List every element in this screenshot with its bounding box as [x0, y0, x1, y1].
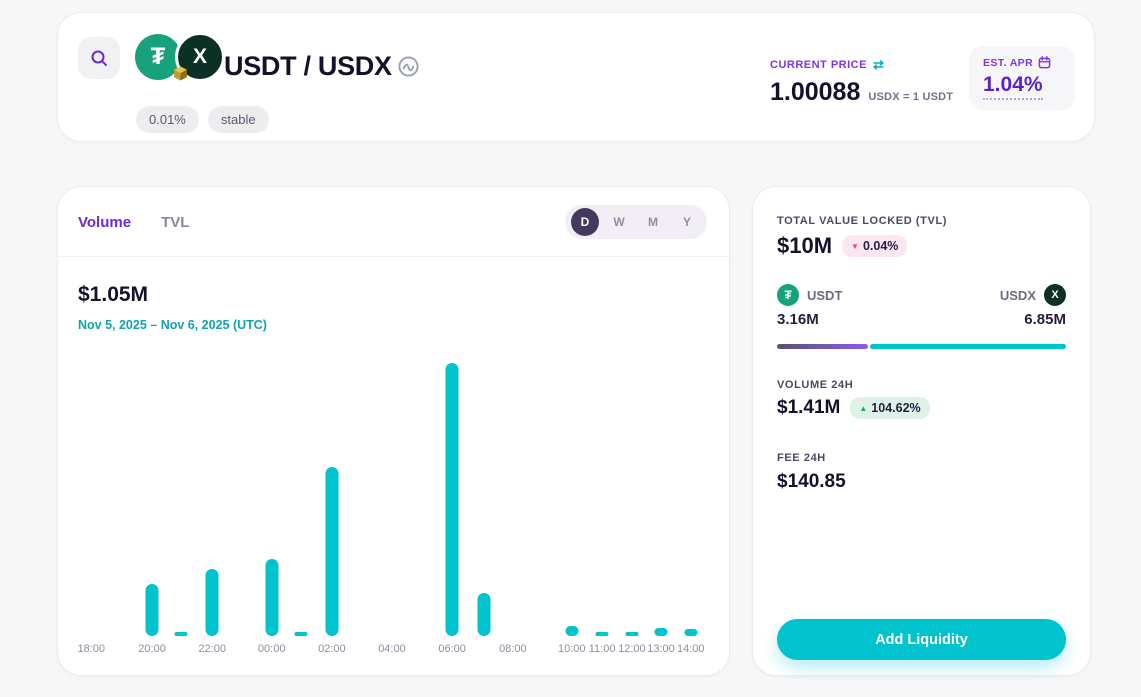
pair-title-row: USDT / USDX — [224, 51, 419, 82]
est-apr-box: EST. APR 1.04% — [969, 46, 1075, 110]
volume-bar[interactable] — [325, 467, 339, 636]
x-axis-label: 02:00 — [318, 643, 346, 655]
volume-bar[interactable] — [654, 628, 668, 636]
usdx-token-icon: X — [174, 32, 225, 82]
volume-change-badge: ▲ 104.62% — [850, 397, 930, 419]
tether-glyph: ₮ — [150, 43, 166, 70]
calendar-icon — [1038, 56, 1051, 69]
pair-title: USDT / USDX — [224, 51, 392, 81]
chart-header: Volume TVL D W M Y — [58, 187, 729, 257]
chart-tabs: Volume TVL — [78, 187, 189, 257]
volume-bar[interactable] — [625, 632, 639, 636]
current-price-value: 1.00088 — [770, 78, 861, 106]
usdx-mini-icon: X — [1044, 284, 1066, 306]
up-arrow-icon: ▲ — [859, 403, 868, 413]
usdt-cell: ₮ USDT — [777, 284, 842, 306]
x-axis-label: 06:00 — [438, 643, 466, 655]
fee-24h-value: $140.85 — [777, 471, 846, 492]
composition-amount-row: 3.16M 6.85M — [777, 311, 1066, 328]
cube-badge-icon — [174, 66, 187, 81]
x-axis-label: 20:00 — [138, 643, 166, 655]
volume-bar[interactable] — [174, 632, 188, 636]
volume-bar[interactable] — [265, 559, 279, 636]
add-liquidity-button[interactable]: Add Liquidity — [777, 619, 1066, 660]
pool-type-tag: stable — [207, 106, 269, 133]
usdt-name: USDT — [807, 287, 843, 303]
composition-bar-usdt — [777, 344, 868, 349]
volume-24h-value: $1.41M — [777, 397, 841, 418]
pool-header-card: ₮ X USDT / USDX 0.01% stable — [57, 12, 1095, 142]
volume-24h-label: VOLUME 24H — [777, 379, 854, 391]
usdt-amount: 3.16M — [777, 311, 819, 328]
fluid-logo-icon — [398, 56, 419, 77]
x-axis-label: 12:00 — [618, 643, 646, 655]
usdx-glyph: X — [192, 45, 207, 68]
composition-token-row: ₮ USDT USDX X — [777, 284, 1066, 306]
search-icon — [91, 50, 107, 66]
usdt-token-icon: ₮ — [135, 34, 181, 80]
tvl-change-value: 0.04% — [862, 239, 899, 253]
x-axis-label: 11:00 — [588, 643, 616, 655]
range-week[interactable]: W — [602, 208, 636, 236]
volume-bar[interactable] — [477, 593, 491, 636]
pool-tags: 0.01% stable — [136, 106, 269, 133]
tab-tvl[interactable]: TVL — [161, 213, 190, 231]
tab-volume[interactable]: Volume — [78, 213, 132, 231]
x-axis-label: 08:00 — [499, 643, 527, 655]
volume-bar[interactable] — [445, 363, 459, 636]
x-axis-label: 13:00 — [647, 643, 675, 655]
current-price-label: CURRENT PRICE — [770, 59, 867, 71]
volume-bar[interactable] — [595, 632, 609, 636]
pool-stats-card: TOTAL VALUE LOCKED (TVL) $10M ▼ 0.04% ₮ … — [752, 186, 1091, 676]
volume-chart-plot[interactable] — [78, 363, 711, 636]
range-month[interactable]: M — [636, 208, 670, 236]
volume-change-value: 104.62% — [871, 401, 921, 415]
x-axis-label: 04:00 — [378, 643, 406, 655]
range-day[interactable]: D — [571, 208, 599, 236]
volume-bar[interactable] — [205, 569, 219, 636]
tvl-change-badge: ▼ 0.04% — [842, 235, 908, 257]
range-toggle: D W M Y — [565, 205, 707, 239]
current-price-block: CURRENT PRICE ⇄ 1.00088 USDX = 1 USDT — [770, 57, 953, 107]
x-axis: 18:00 20:00 22:00 00:00 02:00 04:00 06:00 08:00… — [78, 643, 711, 657]
est-apr-value[interactable]: 1.04% — [983, 73, 1043, 100]
volume-bar[interactable] — [145, 584, 159, 636]
volume-bar[interactable] — [684, 629, 698, 636]
x-axis-label: 18:00 — [77, 643, 106, 655]
volume-bar[interactable] — [294, 632, 308, 636]
current-price-unit: USDX = 1 USDT — [868, 91, 954, 103]
tvl-label: TOTAL VALUE LOCKED (TVL) — [777, 215, 948, 227]
usdx-cell: USDX X — [1000, 284, 1066, 306]
x-axis-label: 10:00 — [557, 643, 586, 655]
range-year[interactable]: Y — [670, 208, 704, 236]
tvl-value: $10M — [777, 233, 833, 258]
composition-bar — [777, 344, 1066, 349]
volume-24h-row: $1.41M ▲ 104.62% — [777, 397, 930, 419]
fee-24h-label: FEE 24H — [777, 452, 826, 464]
volume-bar[interactable] — [565, 626, 579, 636]
usdx-amount: 6.85M — [1024, 311, 1066, 328]
composition-bar-usdx — [869, 344, 1066, 349]
x-axis-label: 22:00 — [198, 643, 226, 655]
usdt-mini-icon: ₮ — [777, 284, 799, 306]
search-button[interactable] — [78, 37, 120, 79]
chart-card: Volume TVL D W M Y $1.05M Nov 5, 2025 – … — [57, 186, 730, 676]
x-axis-label: 14:00 — [676, 643, 705, 655]
volume-headline: $1.05M — [78, 283, 149, 306]
down-arrow-icon: ▼ — [851, 241, 859, 251]
token-pair-icons: ₮ X — [135, 32, 227, 82]
fee-tier-tag: 0.01% — [136, 106, 199, 133]
x-axis-label: 00:00 — [257, 643, 286, 655]
swap-arrows-icon[interactable]: ⇄ — [872, 57, 885, 72]
est-apr-label: EST. APR — [983, 56, 1034, 69]
tvl-row: $10M ▼ 0.04% — [777, 233, 908, 259]
usdx-name: USDX — [999, 287, 1036, 303]
chart-date-range: Nov 5, 2025 – Nov 6, 2025 (UTC) — [78, 318, 267, 332]
